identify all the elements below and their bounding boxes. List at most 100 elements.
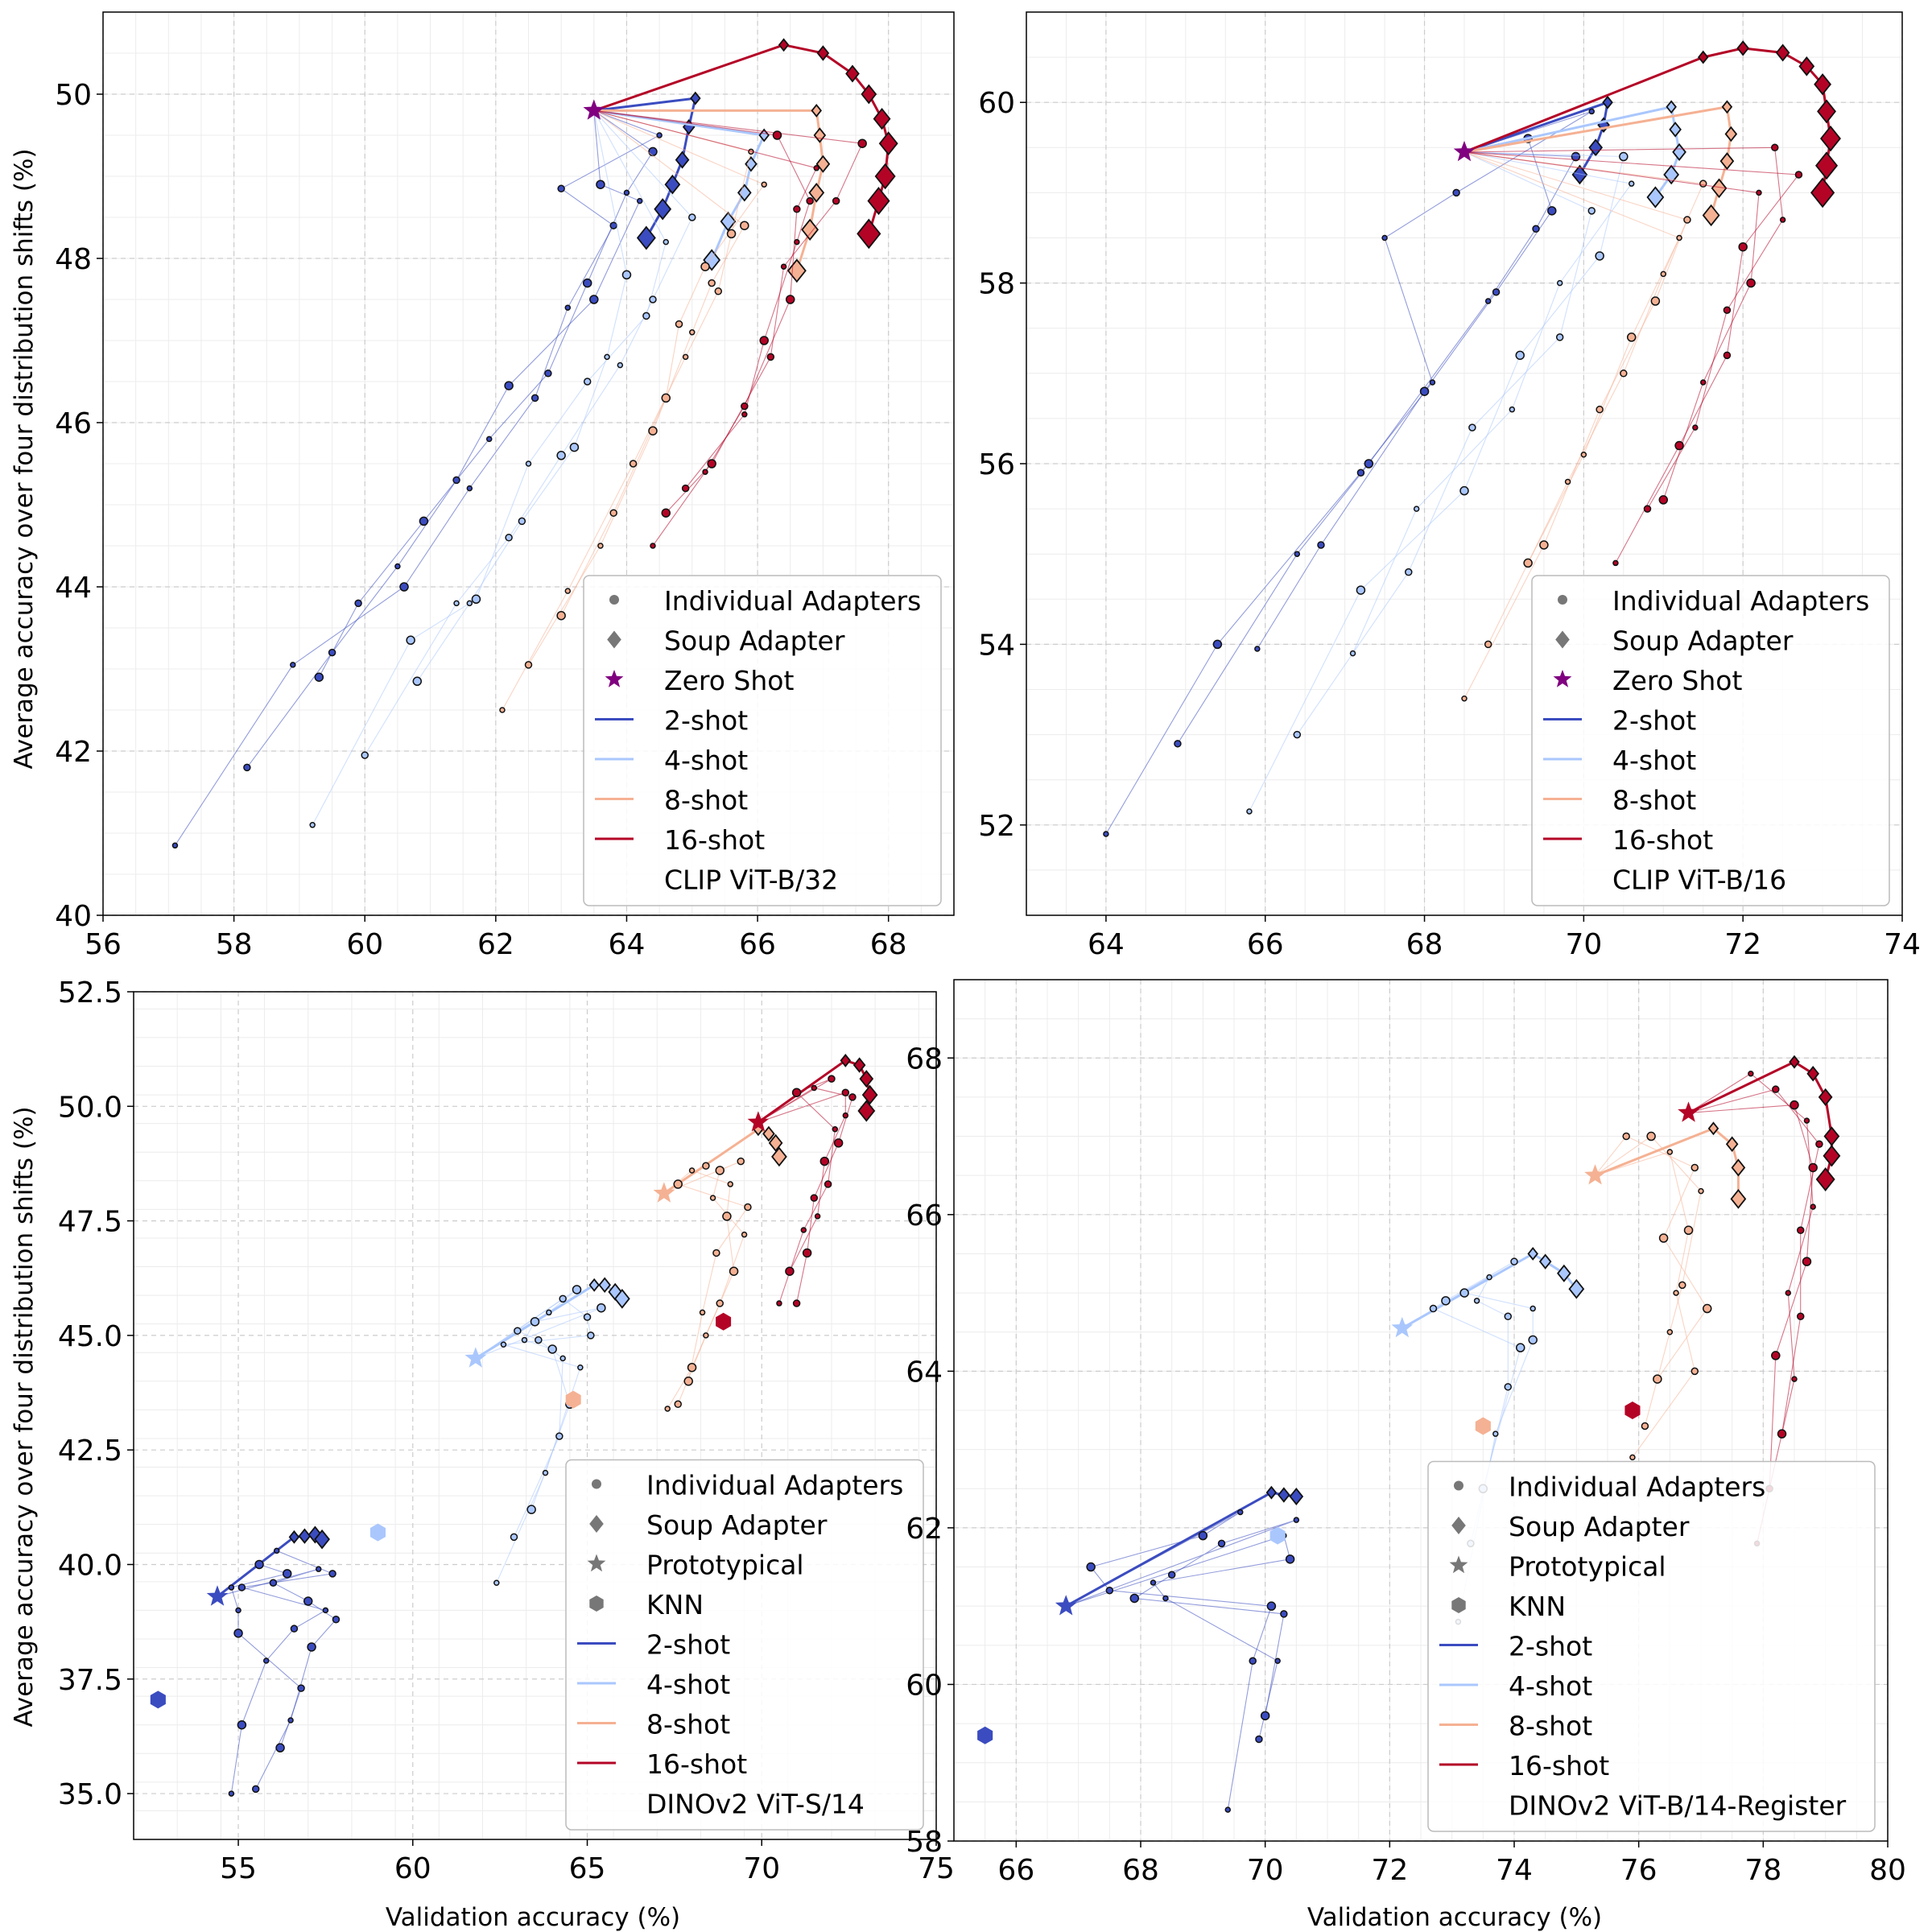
individual-adapter-point — [814, 1213, 821, 1220]
adapter-trajectory — [1105, 110, 1592, 835]
soup-adapter-point — [1557, 1264, 1571, 1282]
soup-adapter-point — [861, 84, 877, 105]
individual-adapter-point — [1530, 1305, 1536, 1312]
individual-adapter-point — [1738, 242, 1748, 252]
legend-label: Individual Adapters — [1612, 585, 1869, 617]
individual-adapter-point — [314, 672, 324, 682]
individual-adapter-point — [629, 460, 638, 468]
soup-adapter-point — [786, 258, 807, 283]
adapter-trajectory — [758, 1092, 846, 1272]
individual-adapter-point — [1419, 386, 1430, 396]
individual-adapter-point — [1571, 151, 1581, 162]
individual-adapter-point — [1779, 217, 1786, 223]
individual-adapter-point — [1293, 730, 1302, 739]
panels: 56 58 60 62 64 66 68 40 42 44 46 48 50 Individual Ada… — [55, 11, 1921, 1887]
individual-adapter-point — [1515, 1343, 1525, 1352]
soup-adapter-point — [815, 155, 831, 173]
adapter-trajectory — [758, 1078, 836, 1304]
individual-adapter-point — [582, 278, 592, 288]
individual-adapter-point — [661, 393, 671, 403]
individual-adapter-point — [559, 1294, 567, 1303]
individual-adapter-point — [1796, 1312, 1805, 1321]
individual-adapter-point — [609, 221, 617, 229]
series-2-shot — [171, 91, 701, 849]
soup-adapter-point — [840, 1053, 852, 1067]
individual-adapter-point — [663, 238, 669, 246]
x-tick-label: 68 — [1122, 1854, 1159, 1887]
individual-adapter-point — [1674, 440, 1684, 451]
individual-adapter-point — [1629, 1454, 1636, 1461]
individual-adapter-point — [1105, 1586, 1114, 1595]
y-tick-label: 52 — [978, 810, 1015, 843]
individual-adapter-point — [583, 1313, 592, 1321]
individual-adapter-point — [689, 329, 696, 336]
knn-point — [150, 1690, 166, 1709]
individual-adapter-point — [1150, 1579, 1157, 1586]
individual-adapter-point — [273, 1547, 280, 1554]
x-tick-label: 65 — [569, 1852, 606, 1885]
individual-adapter-point — [1510, 1257, 1518, 1265]
individual-adapter-point — [1666, 1328, 1674, 1335]
soup-adapter-point — [808, 183, 825, 203]
soup-adapter-point — [1669, 122, 1682, 138]
adapter-trajectory — [475, 1289, 577, 1538]
individual-adapter-point — [737, 1157, 745, 1166]
individual-adapter-point — [623, 189, 630, 196]
soup-adapter-point — [867, 187, 890, 216]
individual-adapter-point — [744, 1203, 752, 1212]
legend-label: 2-shot — [646, 1629, 730, 1661]
plot-frame — [133, 991, 937, 1840]
individual-adapter-point — [1486, 1274, 1492, 1281]
soup-adapter-point — [861, 1084, 878, 1105]
individual-adapter-point — [1528, 1335, 1538, 1345]
adapter-trajectory — [312, 110, 667, 826]
x-tick-label: 64 — [609, 928, 646, 961]
y-tick-label: 46 — [55, 407, 92, 440]
x-tick-label: 76 — [1620, 1854, 1657, 1887]
soup-adapter-point — [737, 184, 752, 202]
individual-adapter-point — [1555, 333, 1564, 341]
soup-adapter-point — [1823, 1145, 1841, 1167]
individual-adapter-point — [290, 662, 296, 668]
individual-adapter-point — [741, 1231, 748, 1238]
individual-adapter-point — [452, 476, 460, 485]
individual-adapter-point — [824, 1180, 832, 1188]
individual-adapter-point — [1317, 541, 1325, 549]
panel-4: 66 68 70 72 74 76 78 80 58 60 62 64 66 68 Individual A… — [906, 979, 1906, 1887]
individual-adapter-point — [1459, 1288, 1469, 1298]
y-tick-label: 58 — [906, 1826, 943, 1859]
individual-adapter-point — [683, 1377, 693, 1386]
individual-adapter-point — [1580, 452, 1587, 458]
individual-adapter-point — [1810, 1203, 1816, 1210]
individual-adapter-point — [1103, 831, 1109, 837]
soup-adapter-point — [762, 1125, 775, 1142]
individual-adapter-point — [412, 676, 423, 687]
individual-adapter-point — [237, 1719, 247, 1730]
individual-adapter-point — [1678, 1281, 1686, 1290]
individual-adapter-point — [1619, 151, 1629, 162]
soup-adapter-point — [288, 1530, 300, 1544]
individual-adapter-point — [237, 1583, 246, 1591]
individual-adapter-point — [1429, 379, 1436, 386]
series-2-shot — [150, 1525, 341, 1797]
individual-adapter-point — [1756, 189, 1762, 196]
individual-adapter-point — [530, 1317, 540, 1327]
legend-label: 2-shot — [664, 705, 748, 737]
x-tick-label: 68 — [1406, 928, 1443, 961]
individual-adapter-point — [772, 130, 782, 140]
soup-adapter-point — [878, 131, 898, 156]
soup-adapter-point — [598, 1277, 611, 1294]
y-tick-label: 54 — [978, 629, 1015, 662]
soup-adapter-point — [1724, 126, 1738, 142]
individual-adapter-point — [1174, 740, 1182, 748]
x-tick-label: 58 — [216, 928, 253, 961]
legend: Individual Adapters Soup Adapter Zero Shot… — [1531, 575, 1890, 906]
y-tick-label: 45.0 — [58, 1320, 122, 1353]
adapter-trajectory — [1463, 151, 1688, 699]
adapter-trajectory — [1352, 151, 1633, 654]
y-tick-label: 58 — [978, 268, 1015, 301]
y-tick-label: 40 — [55, 900, 92, 933]
individual-adapter-point — [674, 1400, 682, 1409]
y-axis-label-bottom: Average accuracy over four distribution … — [10, 1106, 39, 1727]
